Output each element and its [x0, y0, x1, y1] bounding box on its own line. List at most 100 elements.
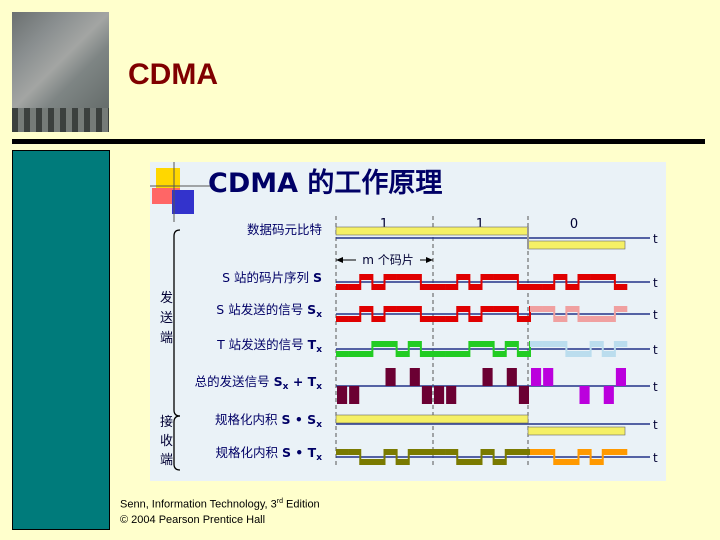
t-sig-chip — [336, 351, 349, 357]
inner2-edge — [395, 449, 398, 465]
t-sig-edge — [565, 341, 568, 357]
inner2-edge — [480, 449, 483, 465]
credit-line-2: © 2004 Pearson Prentice Hall — [120, 513, 266, 526]
inner2-chip — [384, 449, 397, 455]
t-sig-edge — [516, 341, 519, 357]
sum-pulse — [531, 368, 542, 386]
inner2-chip — [578, 449, 591, 455]
data-bit-edge — [527, 227, 529, 249]
s-chip-chip — [360, 274, 373, 280]
send-label-char: 送 — [160, 311, 173, 326]
s-chip-chip — [517, 284, 531, 290]
t-sig-edge — [468, 341, 471, 357]
s-sig-chip — [542, 306, 555, 312]
t-sig-chip — [517, 351, 531, 357]
inner2-edge — [359, 449, 362, 465]
sum-pulse — [337, 386, 348, 404]
t-sig-chip — [469, 341, 482, 347]
inner2-chip — [542, 449, 555, 455]
inner2-edge — [492, 449, 495, 465]
inner2-chip — [372, 459, 385, 465]
inner2-chip — [396, 459, 410, 465]
diagram-title: CDMA 的工作原理 — [208, 167, 442, 199]
t-sig-edge — [589, 341, 592, 357]
row-label-inner1: 规格化内积 S • Sx — [215, 412, 322, 430]
sum-pulse — [385, 368, 396, 386]
s-sig-edge — [480, 306, 483, 322]
inner2-edge — [601, 449, 604, 465]
sum-pulse — [434, 386, 445, 404]
s-sig-chip — [384, 306, 397, 312]
t-sig-chip — [372, 341, 385, 347]
sum-pulse — [603, 386, 614, 404]
sum-pulse — [518, 386, 529, 404]
inner2-chip — [590, 459, 604, 465]
s-sig-chip — [457, 306, 470, 312]
inner2-chip — [433, 449, 446, 455]
t-sig-chip — [602, 351, 616, 357]
s-chip-edge — [516, 274, 519, 290]
s-chip-edge — [553, 274, 556, 290]
s-sig-chip — [336, 316, 349, 322]
data-axis-label: t — [653, 232, 658, 246]
s-chip-chip — [505, 274, 519, 280]
inner2-edge — [407, 449, 410, 465]
s-chip-chip — [336, 284, 349, 290]
t-sig-edge — [371, 341, 374, 357]
inner2-chip — [505, 449, 519, 455]
s-chip-chip — [493, 274, 507, 280]
s-chip-chip — [433, 284, 446, 290]
inner2-chip — [457, 459, 470, 465]
credit-edition: Edition — [282, 498, 320, 511]
s-chip-axis-label: t — [653, 276, 658, 290]
s-sig-axis-label: t — [653, 308, 658, 322]
logo-square-yellow — [156, 168, 180, 190]
t-sig-chip — [396, 351, 410, 357]
s-sig-chip — [408, 306, 422, 312]
credit-text: Senn, Information Technology, 3 — [120, 498, 277, 511]
s-sig-chip — [614, 306, 628, 312]
sum-pulse — [615, 368, 626, 386]
s-chip-chip — [384, 274, 397, 280]
t-sig-chip — [542, 341, 555, 347]
s-sig-chip — [445, 316, 458, 322]
receive-label-char: 接 — [160, 414, 173, 430]
s-sig-chip — [372, 316, 385, 322]
s-chip-chip — [408, 274, 422, 280]
inner2-edge — [589, 449, 592, 465]
s-chip-chip — [420, 284, 434, 290]
s-sig-chip — [360, 306, 373, 312]
inner2-chip — [348, 449, 361, 455]
t-sig-chip — [408, 341, 422, 347]
inner1-axis-label: t — [653, 418, 658, 432]
inner2-chip — [566, 459, 579, 465]
t-sig-edge — [492, 341, 495, 357]
side-bar — [12, 150, 110, 530]
credit-line-1: Senn, Information Technology, 3rd Editio… — [120, 494, 320, 513]
inner2-chip — [420, 449, 434, 455]
inner2-edge — [504, 449, 507, 465]
inner2-chip — [408, 449, 422, 455]
inner2-edge — [577, 449, 580, 465]
t-sig-chip — [590, 341, 604, 347]
s-sig-chip — [396, 306, 410, 312]
s-chip-chip — [566, 284, 579, 290]
s-chip-chip — [396, 274, 410, 280]
s-sig-chip — [554, 316, 567, 322]
row-label-data: 数据码元比特 — [247, 222, 322, 237]
s-sig-chip — [433, 316, 446, 322]
t-sig-chip — [360, 351, 373, 357]
s-chip-edge — [419, 274, 422, 290]
s-chip-edge — [456, 274, 459, 290]
t-sig-chip — [420, 351, 434, 357]
slide-title: CDMA — [128, 58, 218, 91]
s-sig-chip — [590, 316, 604, 322]
t-sig-chip — [614, 341, 628, 347]
t-sig-chip — [566, 351, 579, 357]
inner2-chip — [554, 459, 567, 465]
sum-pulse — [421, 386, 432, 404]
s-sig-edge — [529, 306, 531, 322]
s-chip-chip — [372, 284, 385, 290]
t-sig-chip — [493, 351, 507, 357]
